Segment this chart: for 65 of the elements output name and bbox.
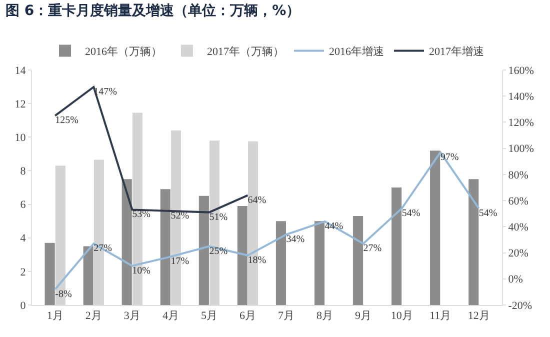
x-tick-label: 3月 xyxy=(124,310,140,322)
y2-tick-label: -20% xyxy=(508,300,532,312)
bar xyxy=(276,221,286,305)
bar xyxy=(352,216,364,305)
y2-tick-label: 0% xyxy=(508,274,523,286)
bar xyxy=(237,206,248,305)
data-label: 44% xyxy=(324,220,344,232)
x-tick-label: 6月 xyxy=(239,310,256,322)
data-label: 27% xyxy=(94,243,112,254)
legend-label: 2017年增速 xyxy=(429,45,484,58)
x-tick-label: 12月 xyxy=(468,310,490,322)
line-series xyxy=(54,151,480,290)
data-label: 125% xyxy=(55,115,78,126)
y-tick-label: 0 xyxy=(20,300,26,312)
y2-tick-label: 80% xyxy=(508,169,528,182)
bar xyxy=(314,221,325,305)
y-tick-label: 2 xyxy=(20,266,26,278)
data-label: 64% xyxy=(248,194,266,206)
y2-tick-label: 160% xyxy=(508,64,534,77)
y-tick-label: 6 xyxy=(20,199,26,212)
legend-label: 2016年（万辆） xyxy=(85,46,162,58)
data-label: 27% xyxy=(363,243,382,254)
bar xyxy=(44,242,55,305)
bar xyxy=(430,150,440,305)
data-label: 54% xyxy=(402,208,420,219)
data-label: 54% xyxy=(478,208,498,219)
legend-label: 2016年增速 xyxy=(329,45,384,58)
y-tick-label: 12 xyxy=(14,98,26,110)
y-tick-label: 8 xyxy=(20,166,26,178)
y-tick-label: 4 xyxy=(20,232,26,245)
data-label: -8% xyxy=(55,288,72,300)
bar xyxy=(468,179,479,305)
y2-tick-label: 60% xyxy=(508,195,528,208)
bar xyxy=(83,246,94,305)
legend-label: 2017年（万辆） xyxy=(207,46,284,58)
y2-tick-label: 40% xyxy=(508,222,528,234)
x-tick-label: 9月 xyxy=(355,310,372,322)
x-tick-label: 8月 xyxy=(316,310,334,322)
y-tick-label: 14 xyxy=(14,64,26,77)
data-label: 51% xyxy=(209,212,228,223)
y-tick-label: 10 xyxy=(14,132,26,144)
y2-tick-label: 20% xyxy=(508,248,528,260)
bar xyxy=(392,188,402,305)
data-label: 25% xyxy=(209,246,228,257)
x-tick-label: 11月 xyxy=(430,310,452,322)
data-label: 18% xyxy=(248,254,266,266)
bar xyxy=(198,196,209,305)
x-tick-label: 7月 xyxy=(278,310,295,322)
chart-title: 图 6：重卡月度销量及增速（单位：万辆，%） xyxy=(6,2,300,19)
data-label: 53% xyxy=(132,209,151,220)
x-tick-label: 10月 xyxy=(390,310,413,322)
data-label: 17% xyxy=(170,256,190,268)
data-label: 52% xyxy=(170,210,190,222)
data-label: 34% xyxy=(286,234,305,245)
y2-tick-label: 140% xyxy=(508,90,534,103)
x-tick-label: 5月 xyxy=(200,310,218,322)
x-tick-label: 1月 xyxy=(46,310,64,322)
bar xyxy=(122,179,132,305)
x-tick-label: 4月 xyxy=(162,310,179,322)
data-label: 10% xyxy=(132,265,151,276)
data-label: 97% xyxy=(440,152,459,163)
x-tick-label: 2月 xyxy=(85,310,102,322)
bar xyxy=(160,189,170,305)
y2-tick-label: 100% xyxy=(508,143,534,156)
y2-tick-label: 120% xyxy=(508,117,534,130)
